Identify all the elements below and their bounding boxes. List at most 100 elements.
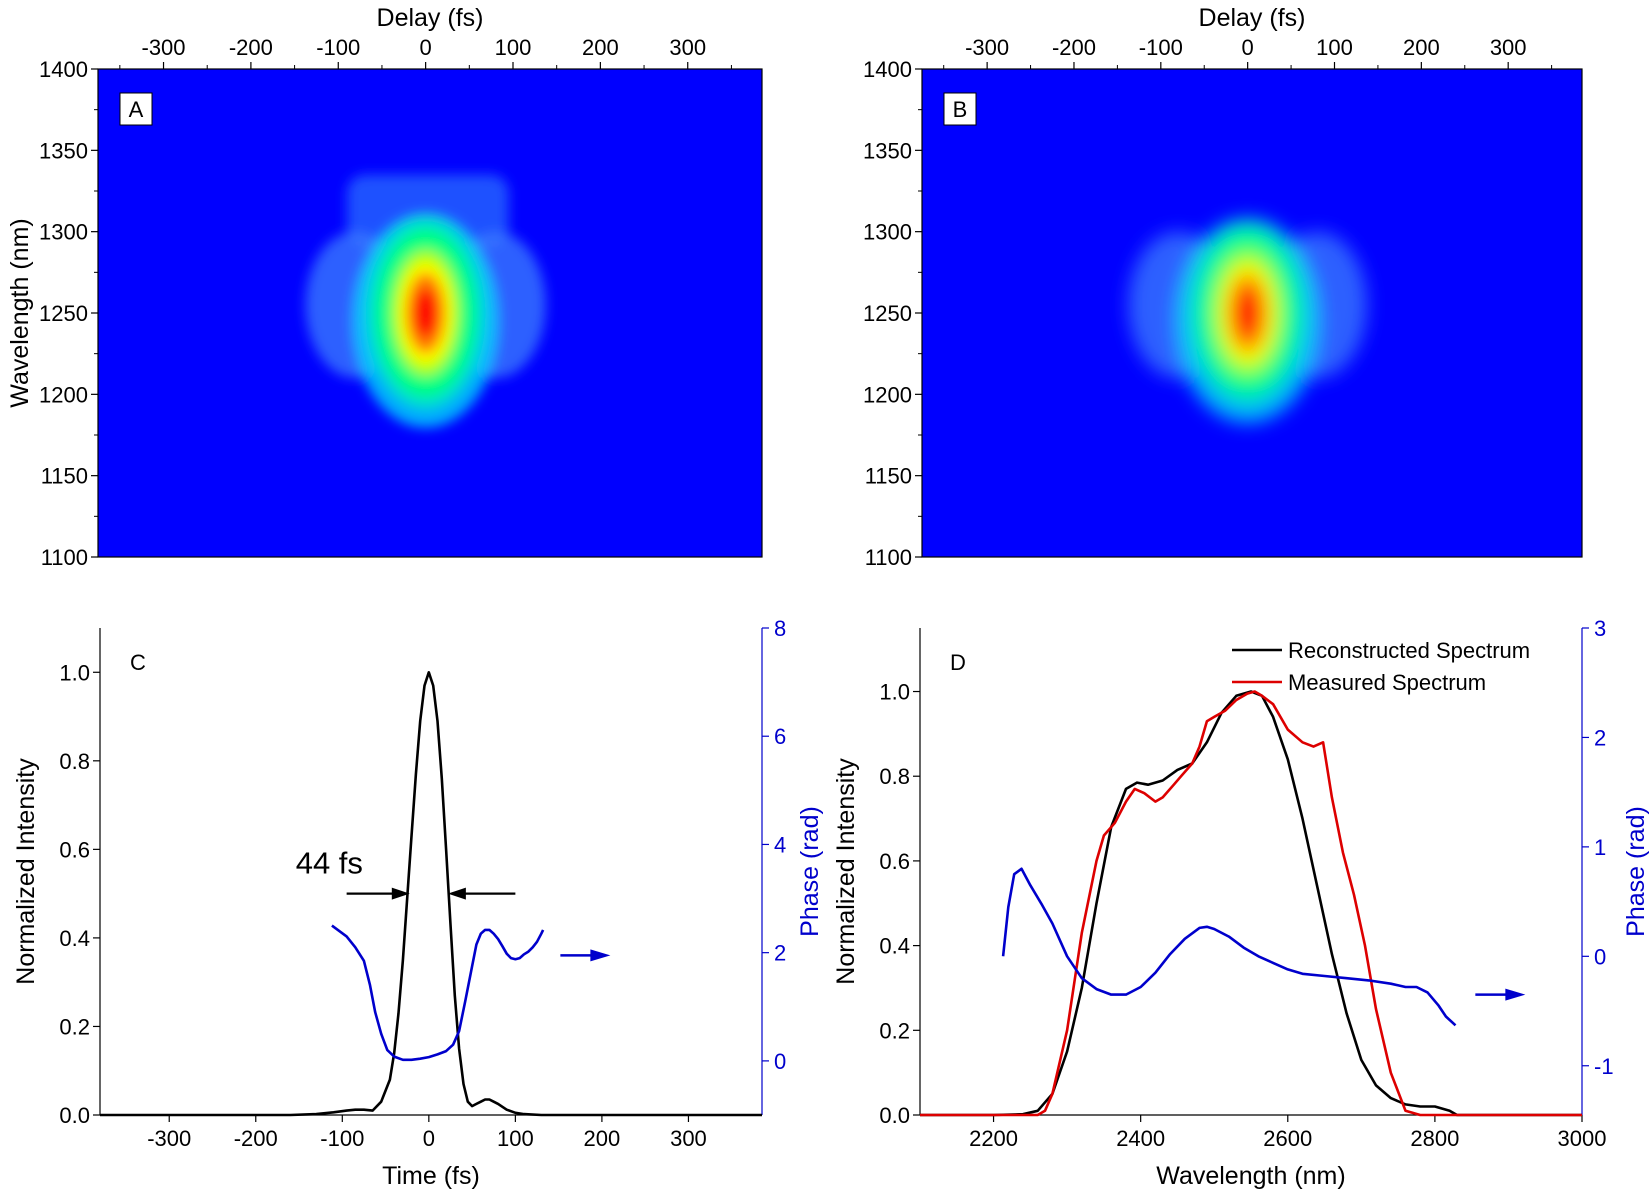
y2-tick-label: 4 — [774, 832, 786, 857]
y-tick-label: 1150 — [41, 464, 88, 489]
x-tick-label: 0 — [423, 1126, 435, 1151]
panel-label-text: B — [953, 97, 968, 122]
y-tick-label: 0.6 — [879, 849, 910, 874]
panel-label-text: A — [129, 97, 144, 122]
x-tick-label: 100 — [1316, 35, 1353, 60]
legend-label: Measured Spectrum — [1288, 670, 1486, 695]
x-tick-label: -300 — [147, 1126, 191, 1151]
fwhm-annotation: 44 fs — [296, 846, 516, 900]
y-tick-label: 1200 — [39, 382, 88, 407]
phase-axis-arrow — [560, 949, 611, 962]
y-tick-label: 0.2 — [59, 1014, 90, 1039]
x-axis-label: Delay (fs) — [1199, 4, 1306, 32]
fwhm-label: 44 fs — [296, 846, 363, 881]
phase-line — [1001, 867, 1457, 1027]
heatmap-blobs — [305, 174, 546, 428]
y-tick-label: 1100 — [865, 545, 912, 570]
y-tick-label: 0.8 — [879, 764, 910, 789]
heatmap-panel-a: -300 -200 -100 0 100 200 300 1100 1150 1200 1250 13… — [6, 4, 763, 570]
series-group — [920, 690, 1582, 1117]
y-tick-label: 1.0 — [879, 680, 910, 705]
line-panel-c: -300 -200 -100 0 100 200 300 0.0 0.2 0.4 0.6 0.8 1.0… — [12, 616, 824, 1190]
x-tick-label: 2800 — [1410, 1126, 1459, 1151]
y-tick-label: 1400 — [39, 57, 88, 82]
x-tick-label: 300 — [669, 35, 706, 60]
x-tick-label: 3000 — [1558, 1126, 1607, 1151]
x-tick-label: 0 — [420, 35, 432, 60]
x-tick-label: -100 — [1139, 35, 1183, 60]
y-tick-label: 0.2 — [879, 1018, 910, 1043]
x-tick-label: 200 — [1403, 35, 1440, 60]
y2-axis-label: Phase (rad) — [796, 806, 824, 937]
x-axis-label: Wavelength (nm) — [1156, 1162, 1345, 1190]
y-tick-label: 0.4 — [59, 926, 90, 951]
y-axis-label: Normalized Intensity — [12, 758, 40, 985]
phase-arrow-head — [1505, 988, 1526, 1001]
heatmap-level-6 — [413, 287, 438, 339]
y-tick-label: 1.0 — [59, 660, 90, 685]
x-tick-label: 200 — [584, 1126, 621, 1151]
x-tick-label: 2400 — [1116, 1126, 1165, 1151]
x-tick-label: -100 — [316, 35, 360, 60]
x-tick-label: -100 — [320, 1126, 364, 1151]
y-tick-label: 0.4 — [879, 934, 910, 959]
y-tick-label: 1250 — [39, 301, 88, 326]
y-tick-label: 1200 — [863, 382, 912, 407]
x-tick-label: -300 — [142, 35, 186, 60]
y2-axis-label: Phase (rad) — [1622, 806, 1650, 937]
x-axis-label: Delay (fs) — [377, 4, 484, 32]
panel-label: C — [130, 650, 146, 675]
y-tick-label: 1400 — [863, 57, 912, 82]
x-axis-label: Time (fs) — [382, 1162, 480, 1190]
heatmap-panel-b: -300 -200 -100 0 100 200 300 1100 1150 1200 1250 13… — [863, 4, 1583, 570]
y-tick-label: 0.6 — [59, 837, 90, 862]
y-tick-label: 0.8 — [59, 749, 90, 774]
x-tick-label: -200 — [229, 35, 273, 60]
y2-tick-label: 3 — [1594, 616, 1606, 641]
y-tick-label: 1300 — [39, 220, 88, 245]
y-tick-label: 1150 — [865, 464, 912, 489]
y-tick-label: 1300 — [863, 220, 912, 245]
fwhm-right-arrow-head — [447, 887, 466, 900]
y-axis-label: Wavelength (nm) — [6, 218, 34, 407]
reconstructed-spectrum-line — [920, 690, 1582, 1117]
phase-line — [331, 924, 545, 1062]
y-tick-label: 0.0 — [879, 1103, 910, 1128]
line-panel-d: 2200 2400 2600 2800 3000 0.0 0.2 0.4 0.6 0.8 1.0 -1… — [832, 616, 1650, 1190]
x-tick-label: 300 — [670, 1126, 707, 1151]
heatmap-upper-faint-region — [347, 174, 509, 248]
heatmap-level-6 — [1235, 288, 1260, 338]
x-tick-label: -200 — [1052, 35, 1096, 60]
y-tick-label: 1250 — [863, 301, 912, 326]
intensity-line — [100, 671, 762, 1117]
y2-tick-label: 8 — [774, 616, 786, 641]
y2-tick-label: 2 — [1594, 725, 1606, 750]
series-group — [100, 671, 762, 1117]
legend-label: Reconstructed Spectrum — [1288, 638, 1530, 663]
panel-label-box — [119, 92, 153, 126]
x-tick-label: 200 — [582, 35, 619, 60]
x-tick-label: -200 — [234, 1126, 278, 1151]
y-axis-label: Normalized Intensity — [832, 758, 860, 985]
phase-arrow-head — [590, 949, 611, 962]
y-tick-label: 0.0 — [59, 1103, 90, 1128]
panel-label: D — [950, 650, 966, 675]
y2-tick-label: 0 — [1594, 944, 1606, 969]
y2-tick-label: 1 — [1594, 835, 1606, 860]
y2-tick-label: 0 — [774, 1049, 786, 1074]
x-tick-label: 300 — [1490, 35, 1527, 60]
measured-spectrum-line — [920, 690, 1582, 1117]
x-tick-label: -300 — [965, 35, 1009, 60]
heatmap-blobs — [1128, 218, 1368, 424]
y-tick-label: 1350 — [863, 138, 912, 163]
x-tick-label: 2600 — [1263, 1126, 1312, 1151]
phase-axis-arrow — [1475, 988, 1526, 1001]
panel-label: A — [119, 92, 153, 126]
y-tick-label: 1100 — [41, 545, 88, 570]
panel-label-box — [943, 92, 977, 126]
y2-tick-label: -1 — [1594, 1054, 1614, 1079]
x-tick-label: 100 — [497, 1126, 534, 1151]
y2-tick-label: 2 — [774, 941, 786, 966]
x-tick-label: 0 — [1242, 35, 1254, 60]
